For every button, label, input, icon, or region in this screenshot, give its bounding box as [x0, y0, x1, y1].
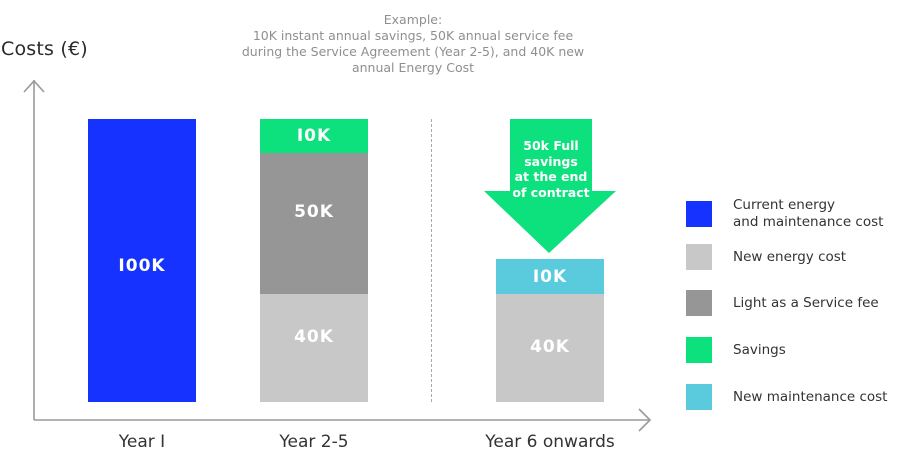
segment-value: I00K [118, 255, 166, 276]
x-label-year-1: Year I [118, 432, 166, 452]
bar-segment-new-maintenance-cost: I0K [496, 259, 604, 294]
segment-value: I0K [296, 126, 332, 146]
segment-value: 40K [294, 327, 334, 347]
legend-label: New maintenance cost [733, 388, 888, 405]
full-savings-annotation: 50k Full savings at the end of contract [505, 138, 597, 200]
x-label-year-2-5: Year 2-5 [279, 432, 349, 452]
example-note: Example: 10K instant annual savings, 50K… [240, 12, 586, 76]
annotation-line: of contract [512, 184, 590, 200]
legend-label: Light as a Service fee [733, 294, 879, 311]
bar-segment-service-fee: 50K [260, 153, 368, 294]
bar-segment-new-energy-cost: 40K [496, 294, 604, 402]
y-axis [23, 79, 45, 420]
y-axis-arrow-icon [23, 79, 45, 93]
y-axis-label: Costs (€) [1, 38, 88, 60]
legend-swatch [686, 337, 712, 363]
legend-swatch [686, 201, 712, 227]
bar-segment-savings: I0K [260, 119, 368, 153]
example-note-line1: 10K instant annual savings, 50K annual s… [252, 28, 574, 43]
legend-label: New energy cost [733, 248, 847, 265]
legend-item-new-maintenance-cost: New maintenance cost [686, 384, 887, 410]
legend-swatch [686, 244, 712, 270]
segment-value: 50K [294, 202, 334, 222]
legend-label-line: and maintenance cost [733, 214, 884, 230]
annotation-line: savings [524, 153, 578, 169]
x-axis [34, 408, 652, 432]
legend-label: Current energy and maintenance cost [733, 197, 883, 231]
legend-item-savings: Savings [686, 337, 786, 363]
x-axis-arrow-icon [638, 408, 652, 432]
legend-label-line: Current energy [733, 197, 836, 213]
legend-label: Savings [733, 341, 786, 358]
legend-item-current-cost: Current energy and maintenance cost [686, 197, 883, 231]
segment-value: I0K [532, 266, 568, 287]
annotation-line: at the end [514, 169, 588, 184]
example-note-title: Example: [383, 12, 443, 27]
segment-value: 40K [530, 337, 570, 357]
legend-swatch [686, 290, 712, 316]
example-note-line2: during the Service Agreement (Year 2-5),… [241, 44, 585, 59]
legend-item-service-fee: Light as a Service fee [686, 290, 879, 316]
legend-item-new-energy-cost: New energy cost [686, 244, 846, 270]
bar-segment-current-cost: I00K [88, 119, 196, 402]
example-note-line3: annual Energy Cost [351, 60, 475, 75]
annotation-line: 50k Full [523, 138, 579, 153]
contract-end-divider [431, 119, 432, 402]
x-label-year-6-onwards: Year 6 onwards [485, 432, 615, 452]
legend-swatch [686, 384, 712, 410]
bar-segment-new-energy-cost: 40K [260, 294, 368, 402]
